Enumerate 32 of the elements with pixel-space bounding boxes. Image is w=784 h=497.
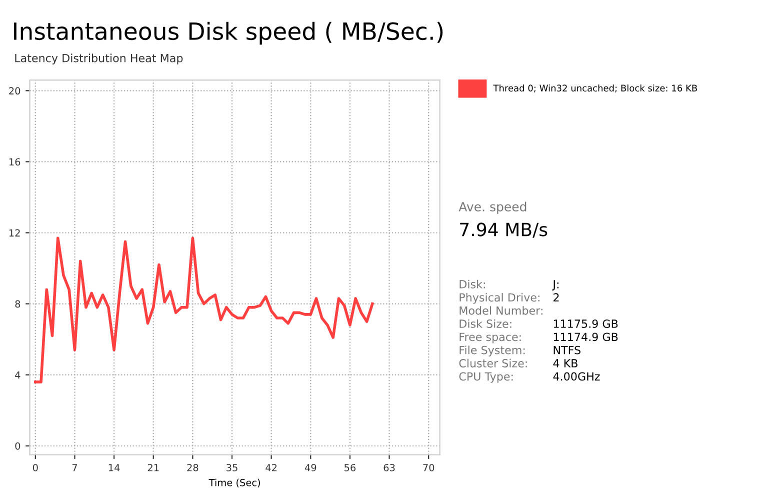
chart-subtitle: Latency Distribution Heat Map (15, 54, 183, 64)
x-tick-label: 42 (266, 464, 277, 472)
text: 7.94 MB/s (460, 222, 548, 238)
text: Free space: 11174.9 GB (460, 332, 618, 344)
y-tick-label: 4 (15, 371, 20, 379)
x-tick-label: 7 (72, 464, 77, 472)
legend-label: Thread 0; Win32 uncached; Block size: 16 KB (493, 84, 697, 92)
x-tick-label: 14 (108, 464, 120, 472)
x-tick-label: 63 (384, 464, 395, 472)
y-tick-label: 20 (9, 87, 20, 95)
text: CPU Type: 4.00GHz (459, 372, 600, 383)
text: Cluster Size: 4 KB (459, 358, 578, 368)
x-tick-label: 35 (226, 464, 238, 472)
text: File System: NTFS (460, 346, 580, 356)
x-axis-title: Time (Sec) (208, 478, 260, 488)
y-tick-label: 8 (15, 300, 20, 308)
x-tick-label: 70 (423, 464, 434, 472)
text: Disk Size: 11175.9 GB (460, 319, 618, 328)
line-series (34, 236, 374, 384)
text: Model Number: (460, 306, 542, 315)
chart-title: Instantaneous Disk speed ( MB/Sec.) (14, 22, 443, 45)
x-tick-label: 21 (148, 464, 159, 472)
y-tick-label: 12 (9, 229, 20, 236)
text: Disk: J: (460, 280, 558, 290)
text: Physical Drive: 2 (460, 292, 559, 304)
x-tick-label: 28 (187, 464, 198, 472)
x-tick-label: 56 (344, 464, 356, 472)
x-tick-label: 49 (304, 464, 316, 472)
text: Ave. speed (458, 202, 526, 214)
y-tick-label: 0 (15, 442, 20, 450)
x-tick-label: 0 (32, 464, 38, 472)
y-tick-label: 16 (9, 158, 20, 166)
